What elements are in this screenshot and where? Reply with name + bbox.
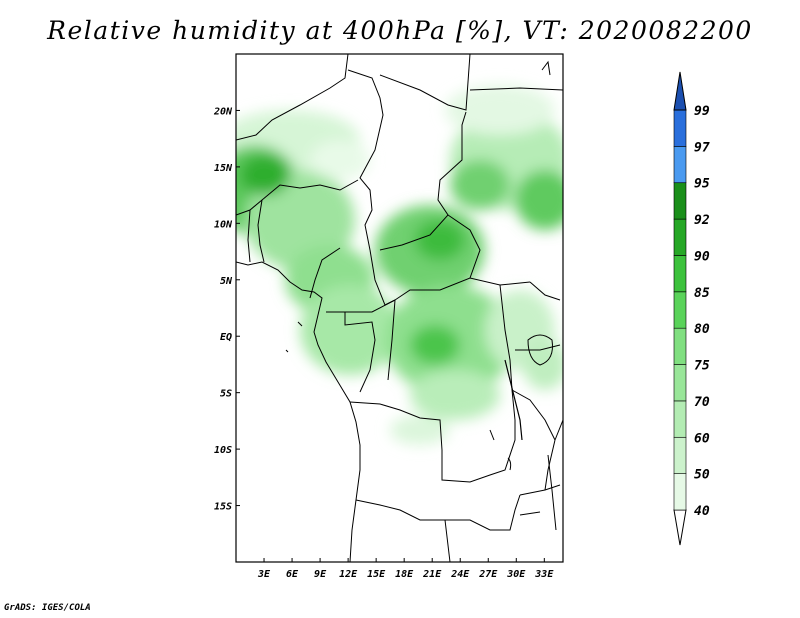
lat-tick-label: 5N (220, 276, 233, 287)
colorbar-label: 99 (694, 104, 710, 119)
lat-tick-label: 10S (214, 445, 232, 456)
colorbar-label: 95 (694, 177, 710, 192)
lon-tick-label: 3E (257, 569, 271, 580)
lon-tick-label: 6E (286, 569, 299, 580)
colorbar-bin (673, 473, 687, 511)
colorbar-bin (673, 255, 687, 293)
colorbar-label: 70 (694, 395, 710, 410)
lat-tick-label: 20N (213, 106, 233, 117)
lon-tick-label: 18E (395, 569, 414, 580)
colorbar-bin (673, 218, 687, 256)
map-title: Relative humidity at 400hPa [%], VT: 202… (47, 16, 753, 45)
lon-tick-label: 15E (367, 569, 386, 580)
lon-tick-label: 21E (422, 569, 442, 580)
lon-tick-label: 24E (450, 569, 470, 580)
latitude-ticks: 20N 15N 10N 5N EQ 5S 10S 15S (213, 106, 240, 513)
colorbar-label: 85 (694, 286, 710, 301)
colorbar-high-arrow (673, 71, 687, 111)
country-borders (236, 54, 563, 562)
lon-tick-label: 9E (314, 569, 327, 580)
colorbar-label: 60 (694, 431, 710, 446)
map-frame (235, 53, 564, 563)
colorbar-low-arrow (673, 509, 687, 546)
lat-tick-label: 15N (214, 163, 233, 174)
colorbar-bin (673, 436, 687, 474)
colorbar-bin (673, 146, 687, 184)
lon-tick-label: 33E (534, 569, 554, 580)
lon-tick-label: 27E (478, 569, 498, 580)
longitude-ticks: 3E 6E 9E 12E 15E 18E 21E 24E 27E 30E 33E (257, 558, 554, 580)
colorbar: 40 50 60 70 75 80 85 90 92 95 97 99 (673, 71, 710, 546)
colorbar-label: 40 (694, 504, 710, 519)
colorbar-bin (673, 109, 687, 147)
colorbar-label: 92 (694, 213, 710, 228)
colorbar-bin (673, 364, 687, 402)
colorbar-label: 75 (694, 359, 710, 374)
lon-tick-label: 30E (506, 569, 526, 580)
colorbar-label: 80 (694, 322, 710, 337)
lat-tick-label: 15S (214, 502, 232, 513)
colorbar-bin (673, 327, 687, 365)
colorbar-bin (673, 400, 687, 438)
colorbar-bin (673, 182, 687, 220)
colorbar-label: 90 (694, 249, 710, 264)
colorbar-label: 50 (694, 468, 710, 483)
colorbar-label: 97 (694, 140, 710, 155)
humidity-shading (236, 85, 563, 445)
lat-tick-label: EQ (220, 332, 232, 343)
lon-tick-label: 12E (339, 569, 358, 580)
grads-credit: GrADS: IGES/COLA (4, 603, 91, 613)
colorbar-bin (673, 291, 687, 329)
lat-tick-label: 10N (214, 219, 233, 230)
lat-tick-label: 5S (220, 389, 232, 400)
